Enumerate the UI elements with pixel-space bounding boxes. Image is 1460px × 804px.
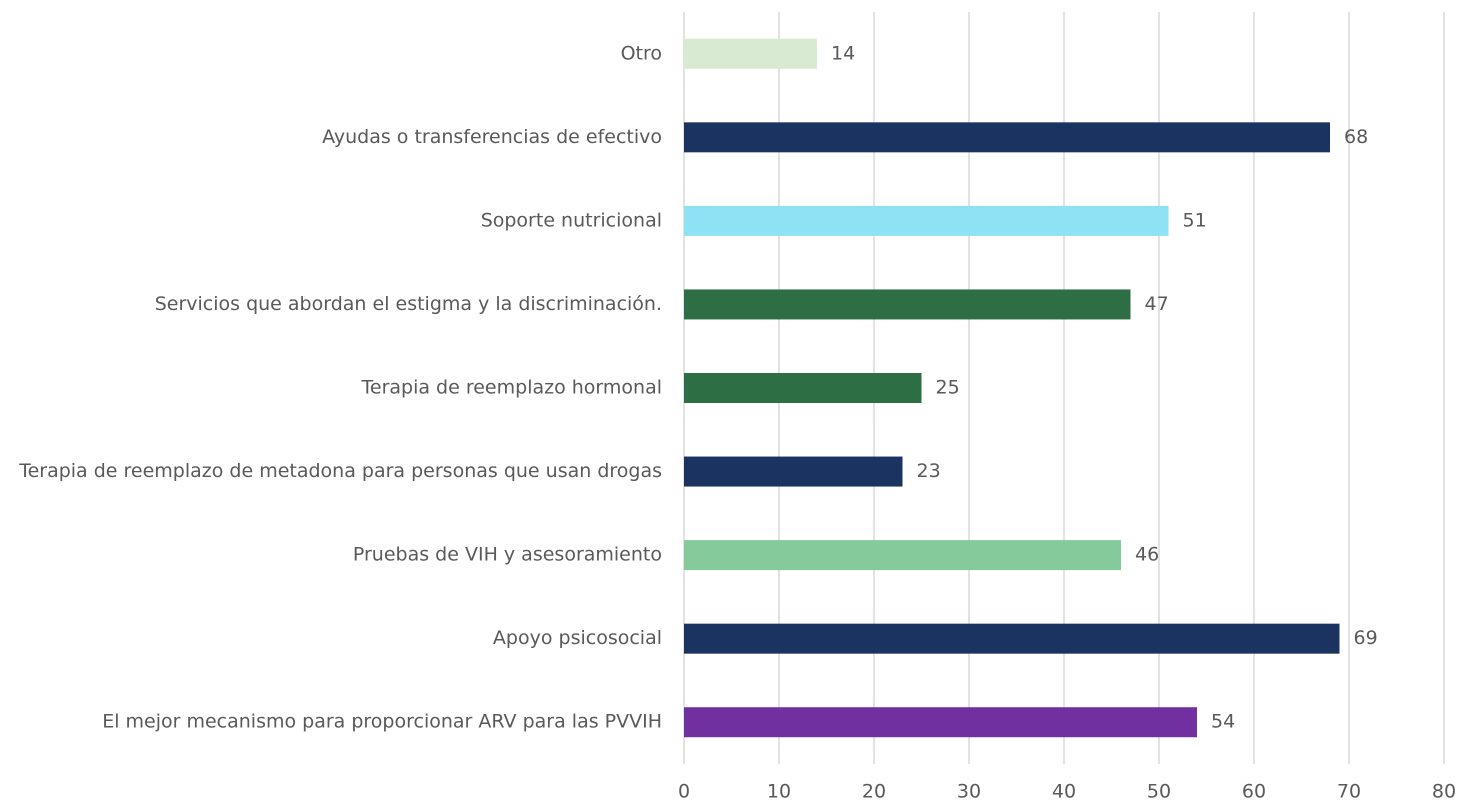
y-tick-label: Pruebas de VIH y asesoramiento bbox=[353, 544, 662, 566]
data-label: 68 bbox=[1344, 126, 1368, 148]
y-tick-label: Ayudas o transferencias de efectivo bbox=[322, 126, 662, 148]
data-label: 54 bbox=[1211, 711, 1235, 733]
y-tick-label: Terapia de reemplazo hormonal bbox=[361, 377, 662, 399]
y-tick-label: Terapia de reemplazo de metadona para pe… bbox=[18, 460, 662, 482]
x-tick-label: 20 bbox=[862, 781, 886, 803]
y-tick-label: Soporte nutricional bbox=[481, 209, 662, 231]
bar bbox=[684, 623, 1340, 654]
x-tick-label: 70 bbox=[1337, 781, 1361, 803]
y-tick-label: Servicios que abordan el estigma y la di… bbox=[155, 293, 662, 315]
data-label: 69 bbox=[1354, 627, 1378, 649]
bar bbox=[684, 289, 1131, 320]
bar bbox=[684, 373, 922, 403]
data-label: 51 bbox=[1183, 209, 1207, 231]
x-tick-label: 60 bbox=[1242, 781, 1266, 803]
data-label: 47 bbox=[1145, 293, 1169, 315]
bar bbox=[684, 456, 903, 487]
x-tick-label: 40 bbox=[1052, 781, 1076, 803]
y-tick-label: Otro bbox=[621, 42, 662, 64]
x-tick-label: 80 bbox=[1432, 781, 1456, 803]
data-label: 14 bbox=[831, 42, 855, 64]
y-tick-label: El mejor mecanismo para proporcionar ARV… bbox=[102, 711, 662, 733]
x-tick-label: 30 bbox=[957, 781, 981, 803]
bar bbox=[684, 122, 1330, 153]
x-tick-label: 10 bbox=[767, 781, 791, 803]
x-tick-label: 50 bbox=[1147, 781, 1171, 803]
bar bbox=[684, 38, 817, 69]
bar bbox=[684, 205, 1169, 236]
y-tick-label: Apoyo psicosocial bbox=[493, 627, 662, 649]
x-tick-label: 0 bbox=[678, 781, 690, 803]
data-label: 23 bbox=[917, 460, 941, 482]
bar bbox=[684, 540, 1121, 571]
data-label: 25 bbox=[936, 377, 960, 399]
data-label: 46 bbox=[1135, 544, 1159, 566]
bar bbox=[684, 707, 1197, 738]
